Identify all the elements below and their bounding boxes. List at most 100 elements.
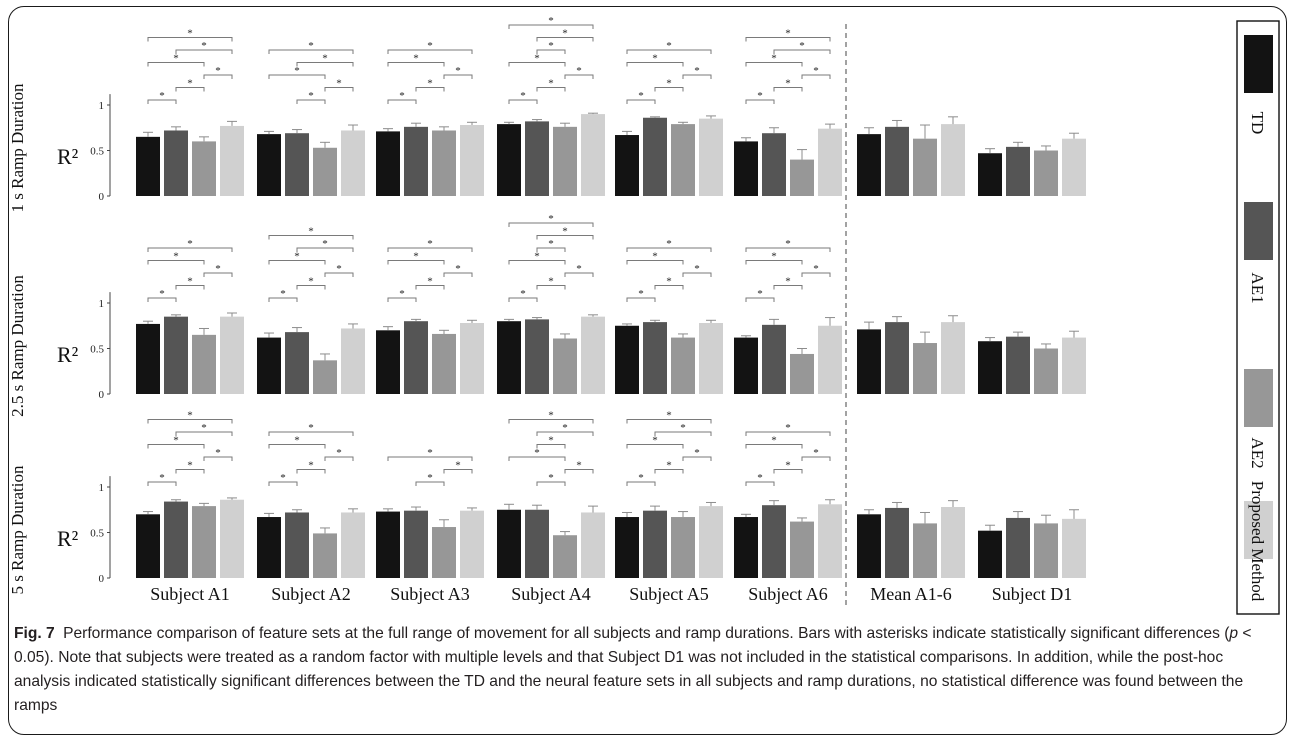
bar	[220, 499, 244, 578]
significance-bracket	[296, 469, 326, 474]
significance-bracket	[268, 297, 298, 302]
significance-star: *	[173, 53, 179, 65]
bar	[136, 514, 160, 578]
bar	[525, 509, 549, 578]
legend-swatch	[1244, 501, 1273, 559]
significance-bracket	[415, 87, 445, 92]
significance-bracket	[536, 481, 566, 486]
significance-star: *	[280, 472, 286, 484]
bar	[136, 136, 160, 196]
significance-star: *	[785, 422, 791, 434]
significance-bracket	[564, 74, 594, 79]
significance-bracket	[773, 87, 803, 92]
panel-2: 0 0.5 1 R² 2.5 s Ramp Duration * * * * * * * * * * * * * *…	[8, 213, 1086, 417]
bar	[376, 330, 400, 394]
bar	[1006, 146, 1030, 196]
significance-star: *	[159, 90, 165, 102]
bar	[615, 517, 639, 578]
significance-bracket	[296, 285, 326, 290]
bar	[978, 341, 1002, 394]
bar	[1006, 517, 1030, 578]
significance-bracket	[745, 481, 775, 486]
significance-bracket	[508, 62, 566, 67]
bar	[313, 533, 337, 578]
bar-chart-figure: 0 0.5 1 R² 1 s Ramp Duration * * * * * * * * * * * * * * * *…	[8, 15, 1280, 615]
significance-star: *	[215, 65, 221, 77]
legend: TD AE1 AE2 Proposed Method	[1236, 20, 1280, 615]
bar	[497, 321, 521, 394]
significance-bracket	[626, 481, 656, 486]
bar	[497, 509, 521, 578]
bar	[1062, 337, 1086, 394]
significance-star: *	[455, 65, 461, 77]
significance-bracket	[324, 87, 354, 92]
significance-star: *	[757, 288, 763, 300]
significance-bracket	[626, 444, 684, 449]
significance-star: *	[666, 40, 672, 52]
significance-star: *	[638, 472, 644, 484]
bar	[404, 321, 428, 394]
significance-bracket	[536, 37, 594, 42]
significance-star: *	[308, 226, 314, 238]
significance-star: *	[215, 447, 221, 459]
bar	[220, 316, 244, 394]
significance-bracket	[508, 24, 594, 29]
significance-star: *	[666, 460, 672, 472]
significance-bracket	[147, 99, 177, 104]
significance-bracket	[268, 481, 298, 486]
bar	[790, 159, 814, 196]
category-label: Subject A1	[150, 584, 230, 604]
significance-star: *	[427, 472, 433, 484]
significance-star: *	[771, 435, 777, 447]
caption-text-part1: Performance comparison of feature sets a…	[63, 625, 1230, 642]
significance-bracket	[387, 456, 473, 461]
significance-bracket	[203, 272, 233, 277]
significance-bracket	[175, 49, 233, 54]
bar	[376, 511, 400, 578]
bar	[913, 138, 937, 196]
y-tick-label: 1	[99, 298, 105, 310]
bar	[734, 141, 758, 196]
legend-label: AE1	[1248, 272, 1267, 303]
significance-bracket	[801, 272, 831, 277]
bar	[818, 504, 842, 578]
bar	[192, 334, 216, 394]
significance-star: *	[322, 238, 328, 250]
significance-star: *	[799, 40, 805, 52]
bar	[941, 507, 965, 578]
significance-star: *	[548, 276, 554, 288]
significance-star: *	[427, 276, 433, 288]
bar	[643, 510, 667, 578]
figure-label: Fig. 7	[14, 625, 55, 642]
significance-bracket	[387, 99, 417, 104]
bar	[285, 512, 309, 578]
significance-star: *	[520, 90, 526, 102]
bar	[341, 130, 365, 196]
bar	[553, 126, 577, 196]
significance-bracket	[626, 260, 684, 265]
bar	[857, 514, 881, 578]
y-tick-label: 0	[99, 389, 105, 401]
significance-star: *	[548, 435, 554, 447]
significance-star: *	[534, 447, 540, 459]
significance-star: *	[413, 53, 419, 65]
bar	[460, 510, 484, 578]
significance-star: *	[294, 435, 300, 447]
bar	[615, 135, 639, 196]
significance-star: *	[562, 422, 568, 434]
significance-bracket	[745, 260, 803, 265]
bar	[1062, 138, 1086, 196]
significance-star: *	[159, 472, 165, 484]
significance-star: *	[187, 460, 193, 472]
significance-bracket	[536, 247, 566, 252]
category-label: Subject D1	[992, 584, 1073, 604]
significance-bracket	[654, 87, 684, 92]
significance-bracket	[626, 419, 712, 424]
significance-star: *	[771, 53, 777, 65]
figure-frame	[8, 6, 1287, 735]
y-tick-label: 0	[99, 573, 105, 585]
significance-bracket	[387, 247, 473, 252]
significance-star: *	[562, 28, 568, 40]
bar	[1034, 523, 1058, 578]
bar	[1034, 348, 1058, 394]
